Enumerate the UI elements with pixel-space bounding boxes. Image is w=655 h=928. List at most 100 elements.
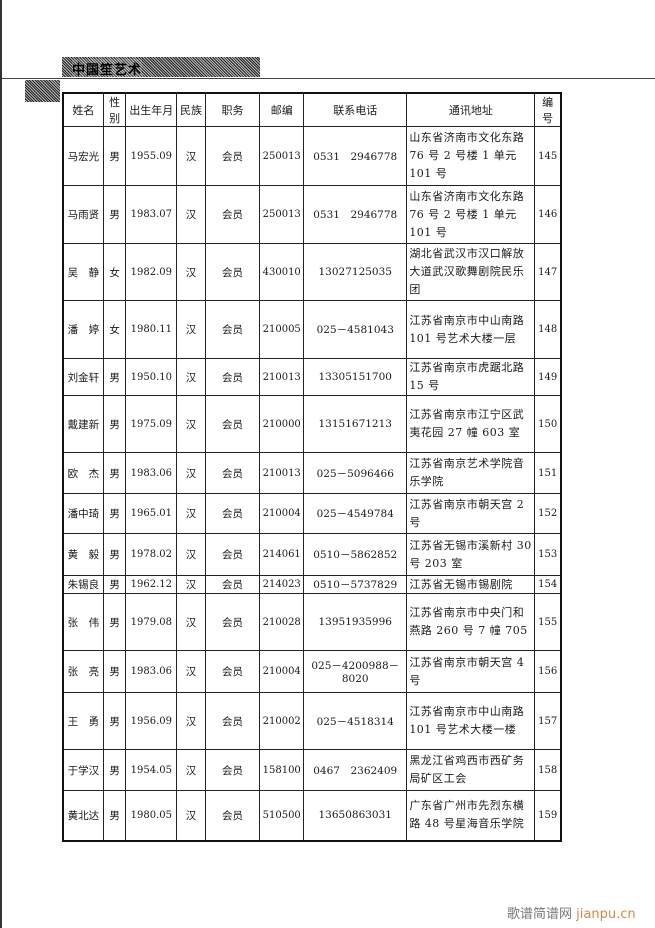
cell-postcode: 158100	[259, 749, 305, 791]
cell-phone: 025－4200988－8020	[303, 650, 408, 693]
cell-gender: 男	[102, 533, 127, 576]
table-row: 欧 杰男 1983.06 汉会员 210013 025－5096466 江苏省南京艺术学院…	[62, 452, 562, 494]
cell-ethnicity: 汉	[176, 185, 206, 244]
cell-address: 江苏省南京市朝天宫 4 号	[406, 650, 536, 693]
cell-position: 会员	[204, 126, 261, 186]
cell-position: 会员	[204, 692, 261, 750]
cell-gender: 男	[102, 126, 127, 186]
cell-postcode: 250013	[259, 185, 305, 244]
table-row: 潘 婷女 1980.11 汉会员 210005 025－4581043 江苏省南京市中山南…	[62, 300, 562, 359]
cell-ethnicity: 汉	[176, 692, 206, 750]
cell-id: 155	[534, 593, 562, 651]
cell-address: 山东省济南市文化东路 76 号 2 号楼 1 单元 101 号	[406, 126, 536, 186]
table-row: 张 亮男 1983.06 汉会员 210004 025－4200988－8020 江苏省南…	[62, 650, 562, 693]
cell-postcode: 510500	[259, 790, 305, 841]
cell-address: 山东省济南市文化东路 76 号 2 号楼 1 单元 101 号	[406, 185, 536, 244]
watermark-url: jianpu.cn	[576, 907, 636, 922]
table-row: 潘中琦男 1965.01 汉会员 210004 025－4549784 江苏省南京市朝天宫…	[62, 493, 562, 534]
cell-phone: 0531 2946778	[303, 185, 408, 244]
table-row: 马雨贤男 1983.07 汉会员 250013 0531 2946778 山东省济南市文化…	[62, 185, 562, 244]
page-number-box	[25, 80, 60, 102]
cell-id: 154	[534, 575, 562, 594]
cell-gender: 女	[102, 243, 127, 301]
cell-address: 江苏省南京市江宁区武夷花园 27 幢 603 室	[406, 395, 536, 453]
cell-phone: 0510－5737829	[303, 575, 408, 594]
cell-ethnicity: 汉	[176, 358, 206, 396]
column-header-birth: 出生年月	[125, 92, 178, 127]
cell-id: 153	[534, 533, 562, 576]
cell-id: 158	[534, 749, 562, 791]
cell-phone: 13027125035	[303, 243, 408, 301]
table-row: 张 伟男 1979.08 汉会员 210028 13951935996 江苏省南京市中央门…	[62, 593, 562, 651]
cell-name: 欧 杰	[62, 452, 104, 494]
cell-phone: 025－4549784	[303, 493, 408, 534]
cell-address: 江苏省无锡市锡剧院	[406, 575, 536, 594]
cell-birth: 1962.12	[125, 575, 178, 594]
column-header-phone: 联系电话	[303, 92, 408, 127]
cell-gender: 男	[102, 593, 127, 651]
cell-ethnicity: 汉	[176, 395, 206, 453]
cell-postcode: 210004	[259, 493, 305, 534]
cell-ethnicity: 汉	[176, 126, 206, 186]
cell-postcode: 214023	[259, 575, 305, 594]
cell-address: 江苏省南京市中山南路 101 号艺术大楼一楼	[406, 692, 536, 750]
table-row: 于学汉男 1954.05 汉会员 158100 0467 2362409 黑龙江省鸡西市西…	[62, 749, 562, 791]
header-rule	[2, 78, 655, 79]
cell-address: 江苏省南京市中山南路 101 号艺术大楼一层	[406, 300, 536, 359]
cell-phone: 025－5096466	[303, 452, 408, 494]
table-row: 马宏光男 1955.09 汉会员 250013 0531 2946778 山东省济南市文化…	[62, 126, 562, 186]
cell-birth: 1965.01	[125, 493, 178, 534]
cell-gender: 男	[102, 749, 127, 791]
cell-ethnicity: 汉	[176, 593, 206, 651]
cell-birth: 1980.05	[125, 790, 178, 841]
cell-birth: 1979.08	[125, 593, 178, 651]
cell-position: 会员	[204, 243, 261, 301]
member-table: 姓名 性别 出生年月 民族 职务 邮编 联系电话 通讯地址 编号 马宏光男 1955.09 汉会员 2…	[62, 92, 562, 842]
cell-phone: 0510－5862852	[303, 533, 408, 576]
column-header-position: 职务	[204, 92, 261, 127]
cell-postcode: 210004	[259, 650, 305, 693]
cell-address: 江苏省南京艺术学院音乐学院	[406, 452, 536, 494]
cell-postcode: 214061	[259, 533, 305, 576]
cell-phone: 13951935996	[303, 593, 408, 651]
cell-gender: 女	[102, 300, 127, 359]
table-row: 刘金轩男 1950.10 汉会员 210013 13305151700 江苏省南京市虎踞北…	[62, 358, 562, 396]
cell-postcode: 210002	[259, 692, 305, 750]
cell-postcode: 210028	[259, 593, 305, 651]
cell-name: 潘 婷	[62, 300, 104, 359]
cell-position: 会员	[204, 790, 261, 841]
page-edge	[0, 0, 2, 928]
cell-postcode: 210000	[259, 395, 305, 453]
column-header-name: 姓名	[62, 92, 104, 127]
cell-id: 149	[534, 358, 562, 396]
cell-id: 146	[534, 185, 562, 244]
cell-name: 潘中琦	[62, 493, 104, 534]
column-header-id: 编号	[534, 92, 562, 127]
cell-name: 马雨贤	[62, 185, 104, 244]
table-row: 朱锡良男 1962.12 汉会员 214023 0510－5737829 江苏省无锡市锡剧…	[62, 575, 562, 594]
table-row: 王 勇男 1956.09 汉会员 210002 025－4518314 江苏省南京市中山南…	[62, 692, 562, 750]
cell-phone: 025－4581043	[303, 300, 408, 359]
cell-id: 156	[534, 650, 562, 693]
table-header-row: 姓名 性别 出生年月 民族 职务 邮编 联系电话 通讯地址 编号	[62, 92, 562, 127]
cell-position: 会员	[204, 593, 261, 651]
cell-id: 157	[534, 692, 562, 750]
cell-name: 黄北达	[62, 790, 104, 841]
table-row: 戴建新男 1975.09 汉会员 210000 13151671213 江苏省南京市江宁区…	[62, 395, 562, 453]
cell-phone: 13305151700	[303, 358, 408, 396]
cell-name: 戴建新	[62, 395, 104, 453]
cell-gender: 男	[102, 790, 127, 841]
cell-birth: 1983.06	[125, 452, 178, 494]
cell-name: 张 伟	[62, 593, 104, 651]
cell-gender: 男	[102, 358, 127, 396]
cell-gender: 男	[102, 185, 127, 244]
cell-gender: 男	[102, 395, 127, 453]
cell-gender: 男	[102, 650, 127, 693]
cell-birth: 1975.09	[125, 395, 178, 453]
cell-address: 江苏省无锡市溪新村 30 号 203 室	[406, 533, 536, 576]
cell-birth: 1982.09	[125, 243, 178, 301]
cell-gender: 男	[102, 493, 127, 534]
cell-birth: 1955.09	[125, 126, 178, 186]
cell-id: 148	[534, 300, 562, 359]
cell-gender: 男	[102, 452, 127, 494]
